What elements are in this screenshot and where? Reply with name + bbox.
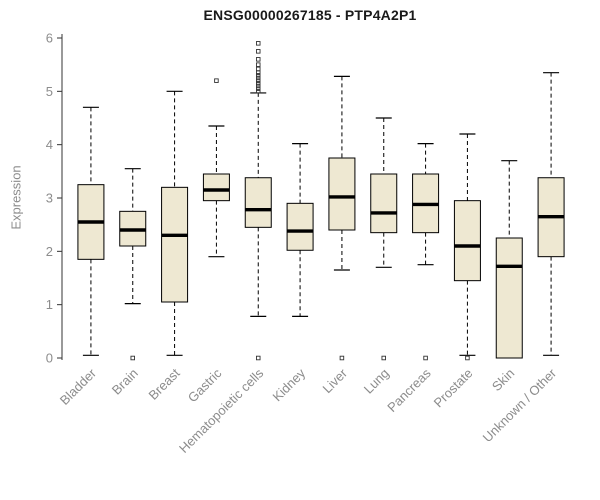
iqr-box — [453, 200, 481, 282]
outlier-point — [256, 73, 261, 78]
box-group — [495, 160, 523, 359]
category-label: Unknown / Other — [480, 365, 560, 445]
outlier-point — [214, 78, 219, 83]
iqr-box — [286, 202, 314, 251]
outlier-point — [256, 57, 261, 62]
chart-title: ENSG00000267185 - PTP4A2P1 — [203, 7, 417, 23]
y-tick-label: 4 — [46, 137, 53, 152]
category-label: Brain — [109, 366, 141, 398]
iqr-box — [244, 177, 272, 228]
y-tick-label: 6 — [46, 31, 53, 46]
box-group — [161, 90, 189, 356]
category-label: Lung — [361, 366, 392, 397]
category-label: Liver — [319, 365, 350, 396]
box-group — [453, 133, 481, 361]
box-group — [370, 117, 398, 361]
category-label: Pancreas — [384, 365, 434, 415]
outlier-point — [256, 86, 261, 91]
category-label: Bladder — [57, 365, 100, 408]
box-group — [286, 143, 314, 317]
outlier-point — [256, 355, 261, 361]
iqr-box — [161, 186, 189, 303]
outlier-point — [130, 355, 135, 361]
outlier-point — [256, 41, 261, 46]
outlier-point — [256, 83, 261, 89]
box-group — [412, 143, 440, 361]
box-group — [77, 106, 105, 356]
y-tick-label: 3 — [46, 191, 53, 206]
outlier-point — [256, 81, 261, 86]
category-label: Prostate — [431, 366, 476, 411]
outlier-point — [256, 49, 261, 54]
outlier-point — [256, 78, 261, 83]
iqr-box — [370, 173, 398, 234]
outlier-point — [256, 75, 261, 81]
iqr-box — [495, 237, 523, 359]
y-tick-label: 0 — [46, 351, 53, 366]
outlier-point — [256, 66, 261, 72]
outlier-point — [339, 355, 345, 361]
outlier-point — [423, 355, 428, 361]
outlier-point — [465, 355, 470, 361]
outlier-point — [381, 355, 387, 361]
category-label: Skin — [489, 366, 517, 394]
y-tick-label: 2 — [46, 244, 53, 259]
y-tick-label: 5 — [46, 84, 53, 99]
category-label: Breast — [146, 365, 183, 402]
iqr-box — [328, 157, 356, 231]
category-label: Kidney — [269, 365, 308, 404]
box-group — [244, 41, 272, 361]
box-group — [202, 78, 230, 258]
outlier-point — [256, 89, 261, 94]
category-label: Gastric — [185, 365, 225, 405]
box-group — [119, 168, 147, 361]
box-group — [328, 75, 356, 361]
outlier-point — [256, 62, 261, 67]
iqr-box — [202, 173, 230, 202]
box-group — [537, 72, 565, 356]
y-tick-label: 1 — [46, 297, 53, 312]
